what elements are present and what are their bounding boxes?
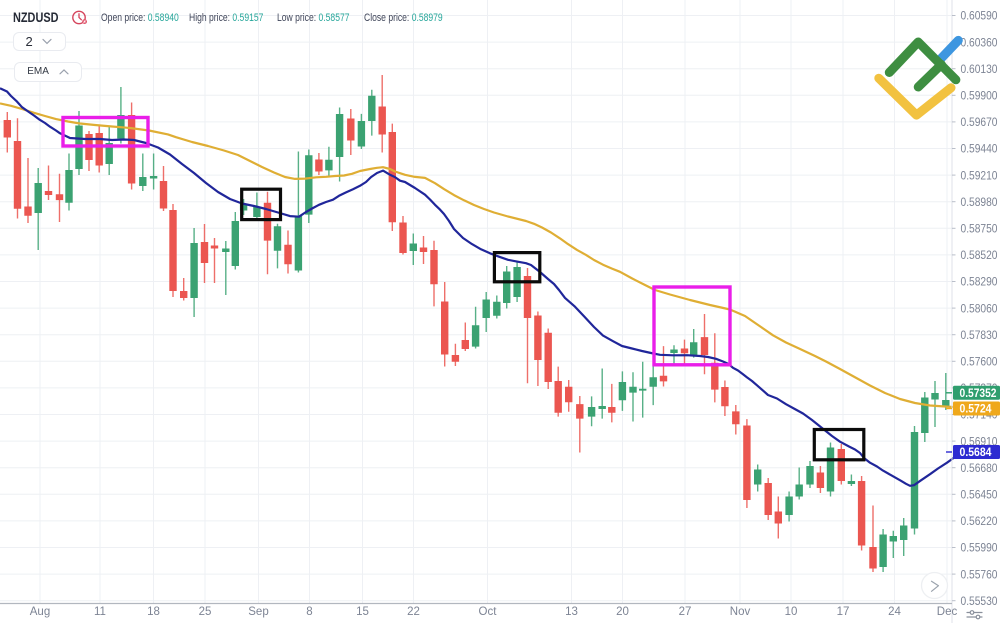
svg-text:0.59900: 0.59900 — [961, 90, 998, 103]
svg-text:18: 18 — [147, 606, 160, 618]
svg-text:15: 15 — [356, 606, 369, 618]
svg-text:Nov: Nov — [730, 606, 751, 618]
svg-text:0.58750: 0.58750 — [961, 223, 998, 236]
svg-text:0.56220: 0.56220 — [961, 515, 998, 528]
svg-text:0.55530: 0.55530 — [961, 595, 998, 608]
svg-text:27: 27 — [679, 606, 692, 618]
svg-text:25: 25 — [199, 606, 212, 618]
svg-text:0.59670: 0.59670 — [961, 116, 998, 129]
svg-text:0.59440: 0.59440 — [961, 143, 998, 156]
svg-text:10: 10 — [785, 606, 798, 618]
svg-text:0.55990: 0.55990 — [961, 542, 998, 555]
svg-text:11: 11 — [94, 606, 106, 618]
svg-text:0.58520: 0.58520 — [961, 249, 998, 262]
svg-text:20: 20 — [616, 606, 629, 618]
svg-text:0.55760: 0.55760 — [961, 568, 998, 581]
svg-text:0.58060: 0.58060 — [961, 302, 998, 315]
svg-text:0.60360: 0.60360 — [961, 36, 998, 49]
svg-text:0.57830: 0.57830 — [961, 329, 998, 342]
svg-text:8: 8 — [306, 606, 312, 618]
svg-text:Sep: Sep — [248, 606, 268, 618]
svg-text:13: 13 — [565, 606, 578, 618]
svg-text:0.57600: 0.57600 — [961, 356, 998, 369]
svg-text:0.60590: 0.60590 — [961, 10, 998, 23]
svg-text:Dec: Dec — [937, 606, 958, 618]
svg-text:0.56680: 0.56680 — [961, 462, 998, 475]
svg-text:0.58980: 0.58980 — [961, 196, 998, 209]
svg-text:22: 22 — [407, 606, 420, 618]
svg-text:17: 17 — [837, 606, 850, 618]
svg-text:24: 24 — [888, 606, 901, 618]
svg-text:0.59210: 0.59210 — [961, 169, 998, 182]
svg-text:0.5724: 0.5724 — [960, 403, 992, 416]
svg-text:0.57352: 0.57352 — [960, 387, 997, 400]
svg-text:Oct: Oct — [479, 606, 498, 618]
svg-text:0.5684: 0.5684 — [960, 446, 992, 459]
svg-text:0.58290: 0.58290 — [961, 276, 998, 289]
svg-text:0.56450: 0.56450 — [961, 489, 998, 502]
svg-text:0.60130: 0.60130 — [961, 63, 998, 76]
svg-text:Aug: Aug — [30, 606, 50, 618]
